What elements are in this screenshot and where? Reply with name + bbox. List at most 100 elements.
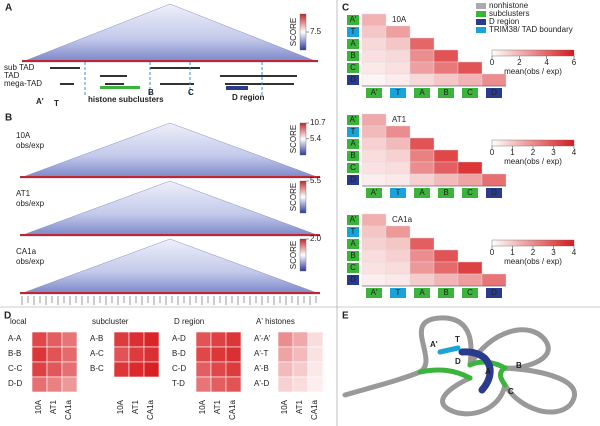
col-label: 10A [116, 399, 125, 414]
heatmap-cell [433, 261, 459, 275]
heatmap-cell [433, 149, 459, 163]
heatmap-cell [385, 137, 411, 151]
heatmap-cell [385, 249, 411, 263]
heatmap-cell [409, 149, 435, 163]
region-block [100, 86, 140, 89]
heatmap-cell [307, 376, 324, 393]
heatmap-cell [481, 173, 507, 187]
heatmap-cell [385, 237, 411, 251]
colorbar-title: SCORE [289, 241, 298, 269]
heatmap-cell [61, 376, 78, 393]
row-label-box [347, 151, 359, 161]
row-label-box [347, 115, 359, 125]
col-label-box [390, 188, 406, 198]
row-label-box [347, 239, 359, 249]
heatmap-cell [409, 49, 435, 63]
col-label: D [491, 88, 497, 97]
col-label-box [366, 288, 382, 298]
map-sub: obs/exp [16, 141, 45, 150]
heatmap-cell [385, 25, 411, 39]
track-label: mega-TAD [4, 79, 42, 88]
heatmap-cell [433, 273, 459, 287]
colorbar-tick-label: 2 [531, 148, 536, 157]
row-label: B [350, 251, 355, 260]
row-label-box [347, 175, 359, 185]
heatmap-cell [225, 376, 242, 393]
heatmap-cell [361, 61, 387, 75]
heatmap-cell [292, 346, 309, 363]
map-name: CA1a [16, 247, 37, 256]
heatmap-cell [113, 346, 130, 363]
heatmap-cell [409, 173, 435, 187]
col-label: AT1 [131, 399, 140, 414]
colorbar [299, 238, 307, 272]
col-label-box [414, 88, 430, 98]
heatmap-cell [361, 213, 387, 227]
row-label: A' [350, 15, 357, 24]
colorbar-tick-label: 3 [551, 148, 556, 157]
heatmap-cell [46, 376, 63, 393]
colorbar-tick-label: 5.5 [310, 176, 322, 185]
col-label: 10A [34, 399, 43, 414]
diagram-label: B [516, 361, 522, 370]
heatmap-cell [277, 346, 294, 363]
colorbar-tick-label: 1 [510, 148, 515, 157]
col-label: A' [371, 88, 378, 97]
heatmap-cell [210, 346, 227, 363]
row-label: A'-T [254, 349, 269, 358]
row-label: D [350, 275, 356, 284]
group-title: local [10, 317, 27, 326]
legend-label: D region [489, 17, 519, 26]
heatmap-cell [361, 261, 387, 275]
col-label: A [419, 288, 425, 297]
col-label: A' [371, 288, 378, 297]
col-label-box [486, 188, 502, 198]
heatmap-cell [195, 331, 212, 348]
annotation: B [148, 88, 154, 97]
row-label: C [350, 163, 356, 172]
annotation: A' [36, 97, 44, 106]
col-label: C [467, 188, 473, 197]
heatmap-cell [385, 173, 411, 187]
map-sub: obs/exp [16, 257, 45, 266]
row-label: A'-A' [254, 334, 271, 343]
colorbar-tick-label: 4 [544, 58, 549, 67]
row-label: D-D [8, 379, 22, 388]
heatmap-cell [277, 361, 294, 378]
heatmap-cell [385, 261, 411, 275]
map-sub: obs/exp [16, 199, 45, 208]
heatmap-cell [210, 331, 227, 348]
heatmap-cell [210, 376, 227, 393]
heatmap-cell [457, 73, 483, 87]
row-label: D [350, 175, 356, 184]
heatmap-cell [409, 273, 435, 287]
col-label: A [419, 88, 425, 97]
colorbar [299, 180, 307, 214]
row-label: A [350, 39, 356, 48]
row-label-box [347, 75, 359, 85]
row-label-box [347, 51, 359, 61]
col-label: C [467, 288, 473, 297]
row-label-box [347, 27, 359, 37]
heatmap-cell [481, 273, 507, 287]
heatmap-cell [433, 161, 459, 175]
diagram-label: A [485, 367, 491, 376]
heatmap-cell [46, 346, 63, 363]
heatmap-cell [195, 346, 212, 363]
heatmap-cell [409, 237, 435, 251]
heatmap-cell [385, 273, 411, 287]
heatmap-cell [457, 61, 483, 75]
colorbar-tick-label: 0 [490, 148, 495, 157]
heatmap-cell [31, 346, 48, 363]
col-label-box [414, 188, 430, 198]
heatmap-cell [31, 376, 48, 393]
colorbar-tick-label: 7.5 [310, 27, 322, 36]
colorbar [299, 122, 307, 156]
diagram-label: C [508, 387, 514, 396]
heatmap-cell [457, 161, 483, 175]
panel-label: D [4, 311, 11, 322]
annotation: histone subclusters [88, 95, 164, 104]
colorbar-tick-label: 0 [490, 58, 495, 67]
row-label: C [350, 63, 356, 72]
colorbar-tick-label: 2 [517, 58, 522, 67]
